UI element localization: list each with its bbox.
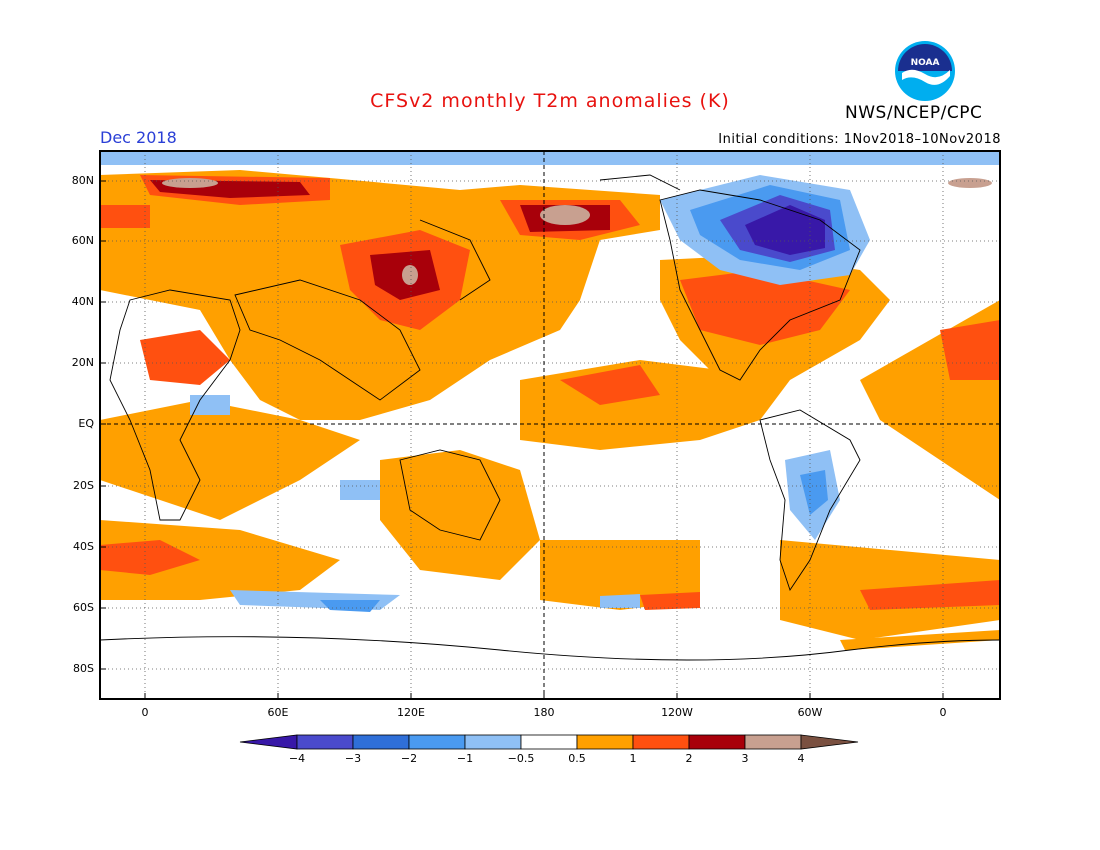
colorbar-segment-8 [632,734,690,750]
colorbar-segment-7 [576,734,634,750]
colorbar-segment-6 [520,734,578,750]
colorbar-segment-11 [800,734,859,750]
forecast-month: Dec 2018 [100,128,177,147]
lat-label: 40S [73,540,94,553]
lon-label: 0 [141,706,149,719]
lat-label: 20S [73,479,94,492]
colorbar [239,734,859,750]
colorbar-label: −4 [288,752,306,765]
initial-conditions: Initial conditions: 1Nov2018–10Nov2018 [718,132,1001,147]
lon-label: 120E [397,706,425,719]
colorbar-label: 2 [685,752,693,765]
colorbar-label: 0.5 [568,752,586,765]
lon-label: 60E [267,706,289,719]
lon-label: 0 [939,706,947,719]
lon-label: 60W [797,706,823,719]
colorbar-label: −2 [400,752,418,765]
colorbar-label: −0.5 [507,752,535,765]
agency-label: NWS/NCEP/CPC [845,103,983,123]
colorbar-segment-3 [352,734,410,750]
colorbar-label: 3 [741,752,749,765]
colorbar-label: 4 [797,752,805,765]
lat-label: 80N [71,174,94,187]
lat-label: 80S [73,662,94,675]
colorbar-segment-5 [464,734,522,750]
noaa-logo-icon: NOAA [894,40,956,102]
lat-label: EQ [78,417,94,430]
map-title: CFSv2 monthly T2m anomalies (K) [370,90,730,112]
colorbar-segment-2 [296,734,354,750]
map-field [100,151,1000,699]
colorbar-label: 1 [629,752,637,765]
colorbar-segment-10 [744,734,802,750]
colorbar-segment-9 [688,734,746,750]
lat-label: 40N [71,295,94,308]
lat-label: 60S [73,601,94,614]
colorbar-label: −1 [456,752,474,765]
lat-label: 60N [71,234,94,247]
colorbar-segment-1 [239,734,298,750]
svg-text:NOAA: NOAA [911,58,940,68]
lat-label: 20N [71,356,94,369]
colorbar-segment-4 [408,734,466,750]
colorbar-label: −3 [344,752,362,765]
lon-label: 120W [661,706,693,719]
lon-label: 180 [533,706,555,719]
